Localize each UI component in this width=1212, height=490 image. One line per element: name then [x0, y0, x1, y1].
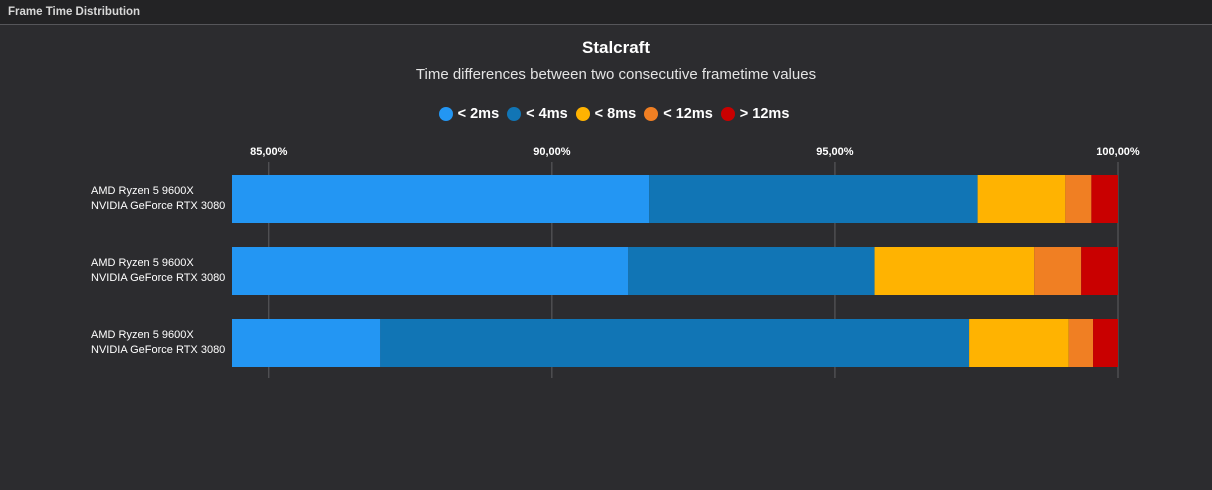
legend-label: < 2ms [457, 106, 500, 122]
chart-legend: < 2ms < 4ms < 8ms < 12ms > 12ms [0, 106, 1212, 122]
legend-swatch [575, 107, 590, 121]
bar-segment[interactable] [977, 175, 1066, 223]
chart-title: Stalcraft [581, 38, 651, 57]
bar-segment[interactable] [969, 319, 1069, 367]
legend-swatch [438, 107, 453, 121]
x-tick-label: 100,00% [1096, 146, 1140, 158]
legend-item[interactable]: < 8ms [575, 106, 637, 122]
bar-segment[interactable] [1081, 247, 1118, 295]
bar-segment[interactable] [1093, 319, 1118, 367]
category-label: NVIDIA GeForce RTX 3080 [91, 200, 225, 212]
bar-segment[interactable] [1068, 319, 1094, 367]
category-label: NVIDIA GeForce RTX 3080 [91, 344, 225, 356]
bar-segment[interactable] [232, 175, 650, 223]
category-label: NVIDIA GeForce RTX 3080 [91, 272, 225, 284]
legend-item[interactable]: > 12ms [720, 106, 790, 122]
x-tick-label: 90,00% [533, 146, 571, 158]
legend-item[interactable]: < 4ms [507, 106, 568, 122]
bar-segment[interactable] [1034, 247, 1082, 295]
legend-label: < 8ms [594, 106, 637, 122]
panel-header: Frame Time Distribution [0, 0, 1212, 25]
category-label: AMD Ryzen 5 9600X [91, 257, 194, 269]
panel-title: Frame Time Distribution [8, 6, 141, 18]
legend-label: < 4ms [526, 106, 568, 122]
chart-subtitle: Time differences between two consecutive… [415, 66, 817, 83]
legend-item[interactable]: < 12ms [644, 106, 713, 122]
x-tick-label: 95,00% [816, 146, 854, 158]
bar-segment[interactable] [1091, 175, 1118, 223]
legend-label: > 12ms [739, 106, 790, 122]
bar-segment[interactable] [628, 247, 875, 295]
bar-segment[interactable] [232, 247, 629, 295]
x-tick-label: 85,00% [250, 146, 288, 158]
category-label: AMD Ryzen 5 9600X [91, 329, 194, 341]
bar-segment[interactable] [1065, 175, 1092, 223]
legend-swatch [720, 107, 735, 121]
category-label: AMD Ryzen 5 9600X [91, 185, 194, 197]
legend-label: < 12ms [663, 106, 713, 122]
bar-segment[interactable] [232, 319, 381, 367]
legend-swatch [644, 107, 659, 121]
bar-segment[interactable] [380, 319, 970, 367]
legend-item[interactable]: < 2ms [438, 106, 500, 122]
bar-segment[interactable] [649, 175, 978, 223]
bar-segment[interactable] [874, 247, 1035, 295]
legend-swatch [507, 107, 522, 121]
